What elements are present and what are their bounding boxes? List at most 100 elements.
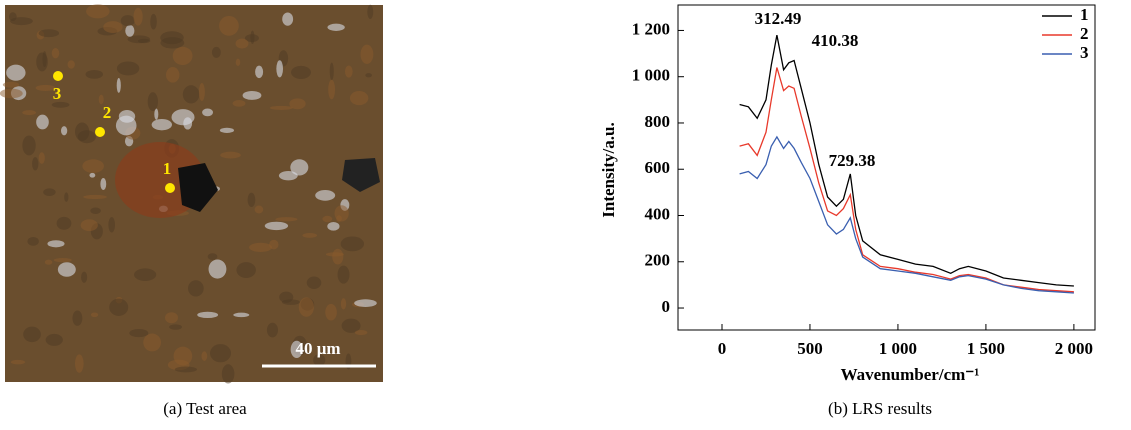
texture-spot: [117, 62, 139, 76]
texture-spot: [350, 91, 368, 105]
legend-label: 2: [1080, 24, 1089, 43]
x-tick-label: 2 000: [1055, 339, 1093, 358]
texture-spot: [39, 29, 59, 37]
y-tick-label: 0: [662, 297, 671, 316]
texture-spot: [355, 330, 368, 335]
texture-spot: [276, 60, 283, 77]
texture-spot: [148, 92, 158, 111]
texture-spot: [117, 78, 121, 93]
texture-spot: [86, 4, 110, 18]
texture-spot: [250, 31, 254, 44]
texture-spot: [249, 243, 272, 252]
texture-spot: [208, 253, 218, 260]
texture-spot: [75, 354, 84, 373]
texture-spot: [275, 217, 297, 221]
point: [95, 127, 105, 137]
texture-spot: [345, 65, 353, 77]
texture-spot: [233, 313, 249, 317]
texture-spot: [39, 152, 45, 164]
texture-spot: [103, 21, 122, 33]
texture-spot: [23, 327, 41, 343]
texture-spot: [138, 39, 150, 43]
texture-spot: [54, 258, 72, 262]
texture-spot: [108, 217, 115, 232]
y-tick-label: 1 000: [632, 66, 670, 85]
texture-spot: [27, 237, 38, 246]
texture-spot: [201, 351, 207, 361]
texture-spot: [354, 299, 377, 307]
annotation: 410.38: [812, 31, 859, 50]
texture-spot: [134, 8, 143, 26]
y-axis-label: Intensity/a.u.: [599, 122, 618, 217]
x-tick-label: 1 000: [879, 339, 917, 358]
texture-spot: [315, 190, 335, 201]
texture-spot: [174, 347, 193, 366]
texture-spot: [160, 31, 183, 44]
texture-spot: [202, 109, 213, 117]
texture-spot: [166, 67, 180, 83]
texture-spot: [236, 59, 241, 66]
texture-spot: [270, 106, 293, 110]
texture-spot: [165, 312, 178, 323]
texture-spot: [322, 216, 332, 222]
figure: 1 2 3 40 μm (a) Test area (b) LRS result…: [0, 0, 1131, 425]
texture-spot: [81, 219, 98, 231]
texture-spot: [81, 272, 87, 283]
texture-spot: [10, 17, 33, 25]
texture-spot: [209, 259, 227, 278]
texture-spot: [47, 240, 64, 247]
texture-spot: [143, 334, 161, 352]
texture-spot: [220, 128, 234, 133]
texture-spot: [0, 89, 23, 99]
texture-spot: [188, 280, 204, 296]
texture-spot: [83, 195, 107, 199]
texture-spot: [332, 249, 343, 265]
texture-spot: [129, 329, 148, 337]
texture-spot: [134, 268, 156, 281]
point-label: 2: [103, 103, 112, 122]
texture-spot: [22, 136, 35, 156]
texture-spot: [248, 193, 256, 207]
texture-spot: [243, 91, 262, 100]
texture-spot: [327, 222, 339, 231]
texture-spot: [307, 277, 322, 289]
texture-spot: [125, 25, 134, 37]
x-tick-label: 0: [718, 339, 727, 358]
texture-spot: [222, 364, 235, 383]
point: [165, 183, 175, 193]
point-label: 1: [163, 159, 172, 178]
texture-spot: [11, 360, 25, 365]
y-tick-label: 1 200: [632, 19, 670, 38]
x-axis-label: Wavenumber/cm⁻¹: [841, 365, 980, 384]
texture-spot: [42, 51, 46, 67]
texture-spot: [119, 110, 135, 123]
texture-spot: [6, 65, 25, 81]
series-line: [740, 35, 1074, 286]
texture-spot: [3, 82, 19, 88]
texture-spot: [121, 15, 135, 26]
texture-spot: [43, 188, 55, 196]
texture-spot: [334, 205, 348, 221]
texture-spot: [82, 159, 104, 173]
texture-spot: [326, 252, 344, 256]
texture-spot: [282, 299, 300, 305]
texture-spot: [58, 262, 76, 277]
texture-spot: [269, 240, 278, 250]
texture-spot: [360, 45, 373, 64]
texture-spot: [22, 110, 36, 115]
texture-spot: [150, 14, 157, 30]
texture-spot: [68, 60, 75, 68]
y-tick-label: 200: [645, 251, 671, 270]
texture-spot: [265, 222, 288, 230]
texture-spot: [61, 126, 67, 135]
texture-spot: [236, 39, 249, 49]
texture-spot: [197, 312, 218, 318]
texture-spot: [57, 217, 72, 230]
scale-bar-label: 40 μm: [295, 339, 340, 358]
texture-spot: [255, 66, 263, 78]
texture-spot: [199, 83, 205, 101]
texture-spot: [365, 73, 371, 77]
texture-spot: [86, 70, 103, 79]
texture-spot: [338, 266, 350, 284]
annotation: 729.38: [829, 151, 876, 170]
